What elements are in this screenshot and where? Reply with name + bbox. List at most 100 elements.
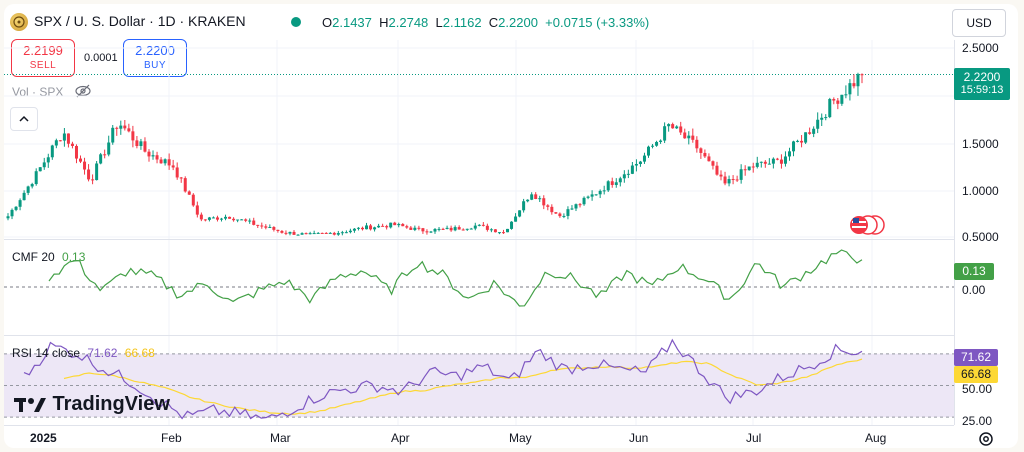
candle-body	[79, 158, 83, 162]
sell-button[interactable]: 2.2199 SELL	[11, 39, 75, 77]
candle-body	[610, 181, 614, 185]
candle-body	[655, 141, 659, 146]
bar-countdown: 15:59:13	[960, 84, 1004, 96]
candle-body	[538, 198, 542, 200]
buy-button[interactable]: 2.2200 BUY	[123, 39, 187, 77]
symbol-logo-icon	[10, 13, 28, 31]
time-tick: Mar	[270, 431, 291, 445]
time-tick: Apr	[391, 431, 410, 445]
candle-body	[155, 155, 159, 160]
chart-canvas[interactable]	[4, 4, 1018, 448]
candle-body	[618, 178, 622, 183]
candle-body	[848, 83, 852, 95]
price-panel-separator	[4, 239, 954, 240]
buy-label: BUY	[143, 60, 167, 71]
candle-body	[473, 225, 477, 229]
rsi-tick: 25.00	[962, 414, 993, 428]
rsi-label: RSI 14 close	[12, 346, 81, 360]
candle-body	[699, 148, 703, 153]
rsi-legend: RSI 14 close 71.62 66.68	[12, 346, 155, 360]
sell-price: 2.2199	[23, 43, 63, 58]
candle-body	[66, 133, 70, 144]
candle-body	[356, 227, 360, 229]
candle-body	[123, 125, 127, 129]
candle-body	[14, 206, 18, 210]
candle-body	[574, 204, 578, 209]
candle-body	[437, 228, 441, 230]
low-value: 2.1162	[442, 15, 482, 30]
economic-events-marker[interactable]	[847, 214, 887, 236]
candle-body	[844, 94, 848, 96]
candle-body	[433, 229, 437, 232]
candle-body	[87, 169, 91, 180]
candle-body	[332, 232, 336, 235]
symbol-title[interactable]: SPX / U. S. Dollar · 1D · KRAKEN	[34, 13, 246, 29]
candle-body	[284, 232, 288, 234]
candle-body	[522, 201, 526, 211]
candle-body	[147, 151, 151, 157]
time-tick: Feb	[161, 431, 182, 445]
candle-body	[203, 219, 207, 221]
rsi-ma-line	[63, 358, 863, 415]
candle-body	[248, 220, 252, 222]
candle-body	[280, 231, 284, 233]
candle-body	[469, 228, 473, 230]
rsi-value-tag: 71.62	[954, 349, 998, 366]
currency-selector[interactable]: USD	[952, 9, 1006, 37]
candle-body	[606, 181, 610, 191]
candle-body	[131, 131, 135, 141]
candle-body	[719, 174, 723, 177]
candle-body	[159, 159, 163, 164]
high-value: 2.2748	[388, 15, 429, 30]
collapse-legend-button[interactable]	[10, 107, 38, 131]
candle-body	[642, 155, 646, 162]
candle-body	[228, 216, 232, 219]
candle-body	[530, 194, 534, 200]
candle-body	[497, 232, 501, 234]
close-label: C	[488, 15, 499, 30]
candle-body	[127, 128, 131, 132]
open-value: 2.1437	[332, 15, 372, 30]
candle-body	[787, 151, 791, 157]
candle-body	[683, 132, 687, 139]
candle-body	[401, 224, 405, 227]
candle-body	[558, 213, 562, 217]
candle-body	[312, 233, 316, 235]
candle-body	[832, 99, 836, 101]
candle-body	[215, 217, 219, 220]
candle-body	[501, 232, 505, 234]
candle-body	[671, 124, 675, 129]
candle-body	[763, 161, 767, 164]
candle-body	[771, 158, 775, 164]
candle-body	[453, 227, 457, 231]
candle-body	[820, 117, 824, 120]
candle-body	[840, 94, 844, 104]
candle-body	[755, 162, 759, 167]
candle-body	[107, 142, 111, 155]
candle-body	[824, 117, 828, 119]
candle-body	[812, 128, 816, 134]
candle-body	[550, 206, 554, 213]
candle-body	[747, 166, 751, 171]
candle-body	[767, 163, 771, 165]
candle-body	[622, 174, 626, 179]
time-tick: Jul	[746, 431, 762, 445]
candle-body	[389, 222, 393, 228]
gear-icon	[979, 432, 993, 446]
candle-body	[534, 194, 538, 200]
candle-body	[22, 192, 26, 201]
candle-body	[667, 124, 671, 127]
candle-body	[377, 225, 381, 228]
candle-body	[727, 179, 731, 184]
chevron-up-icon	[19, 115, 29, 122]
candle-body	[167, 159, 171, 166]
sell-label: SELL	[29, 60, 57, 71]
candle-body	[413, 227, 417, 230]
candle-body	[175, 167, 179, 178]
chart-settings-button[interactable]	[977, 430, 995, 448]
candle-body	[195, 205, 199, 215]
candle-body	[34, 171, 38, 185]
candle-body	[465, 228, 469, 230]
candle-body	[489, 229, 493, 231]
